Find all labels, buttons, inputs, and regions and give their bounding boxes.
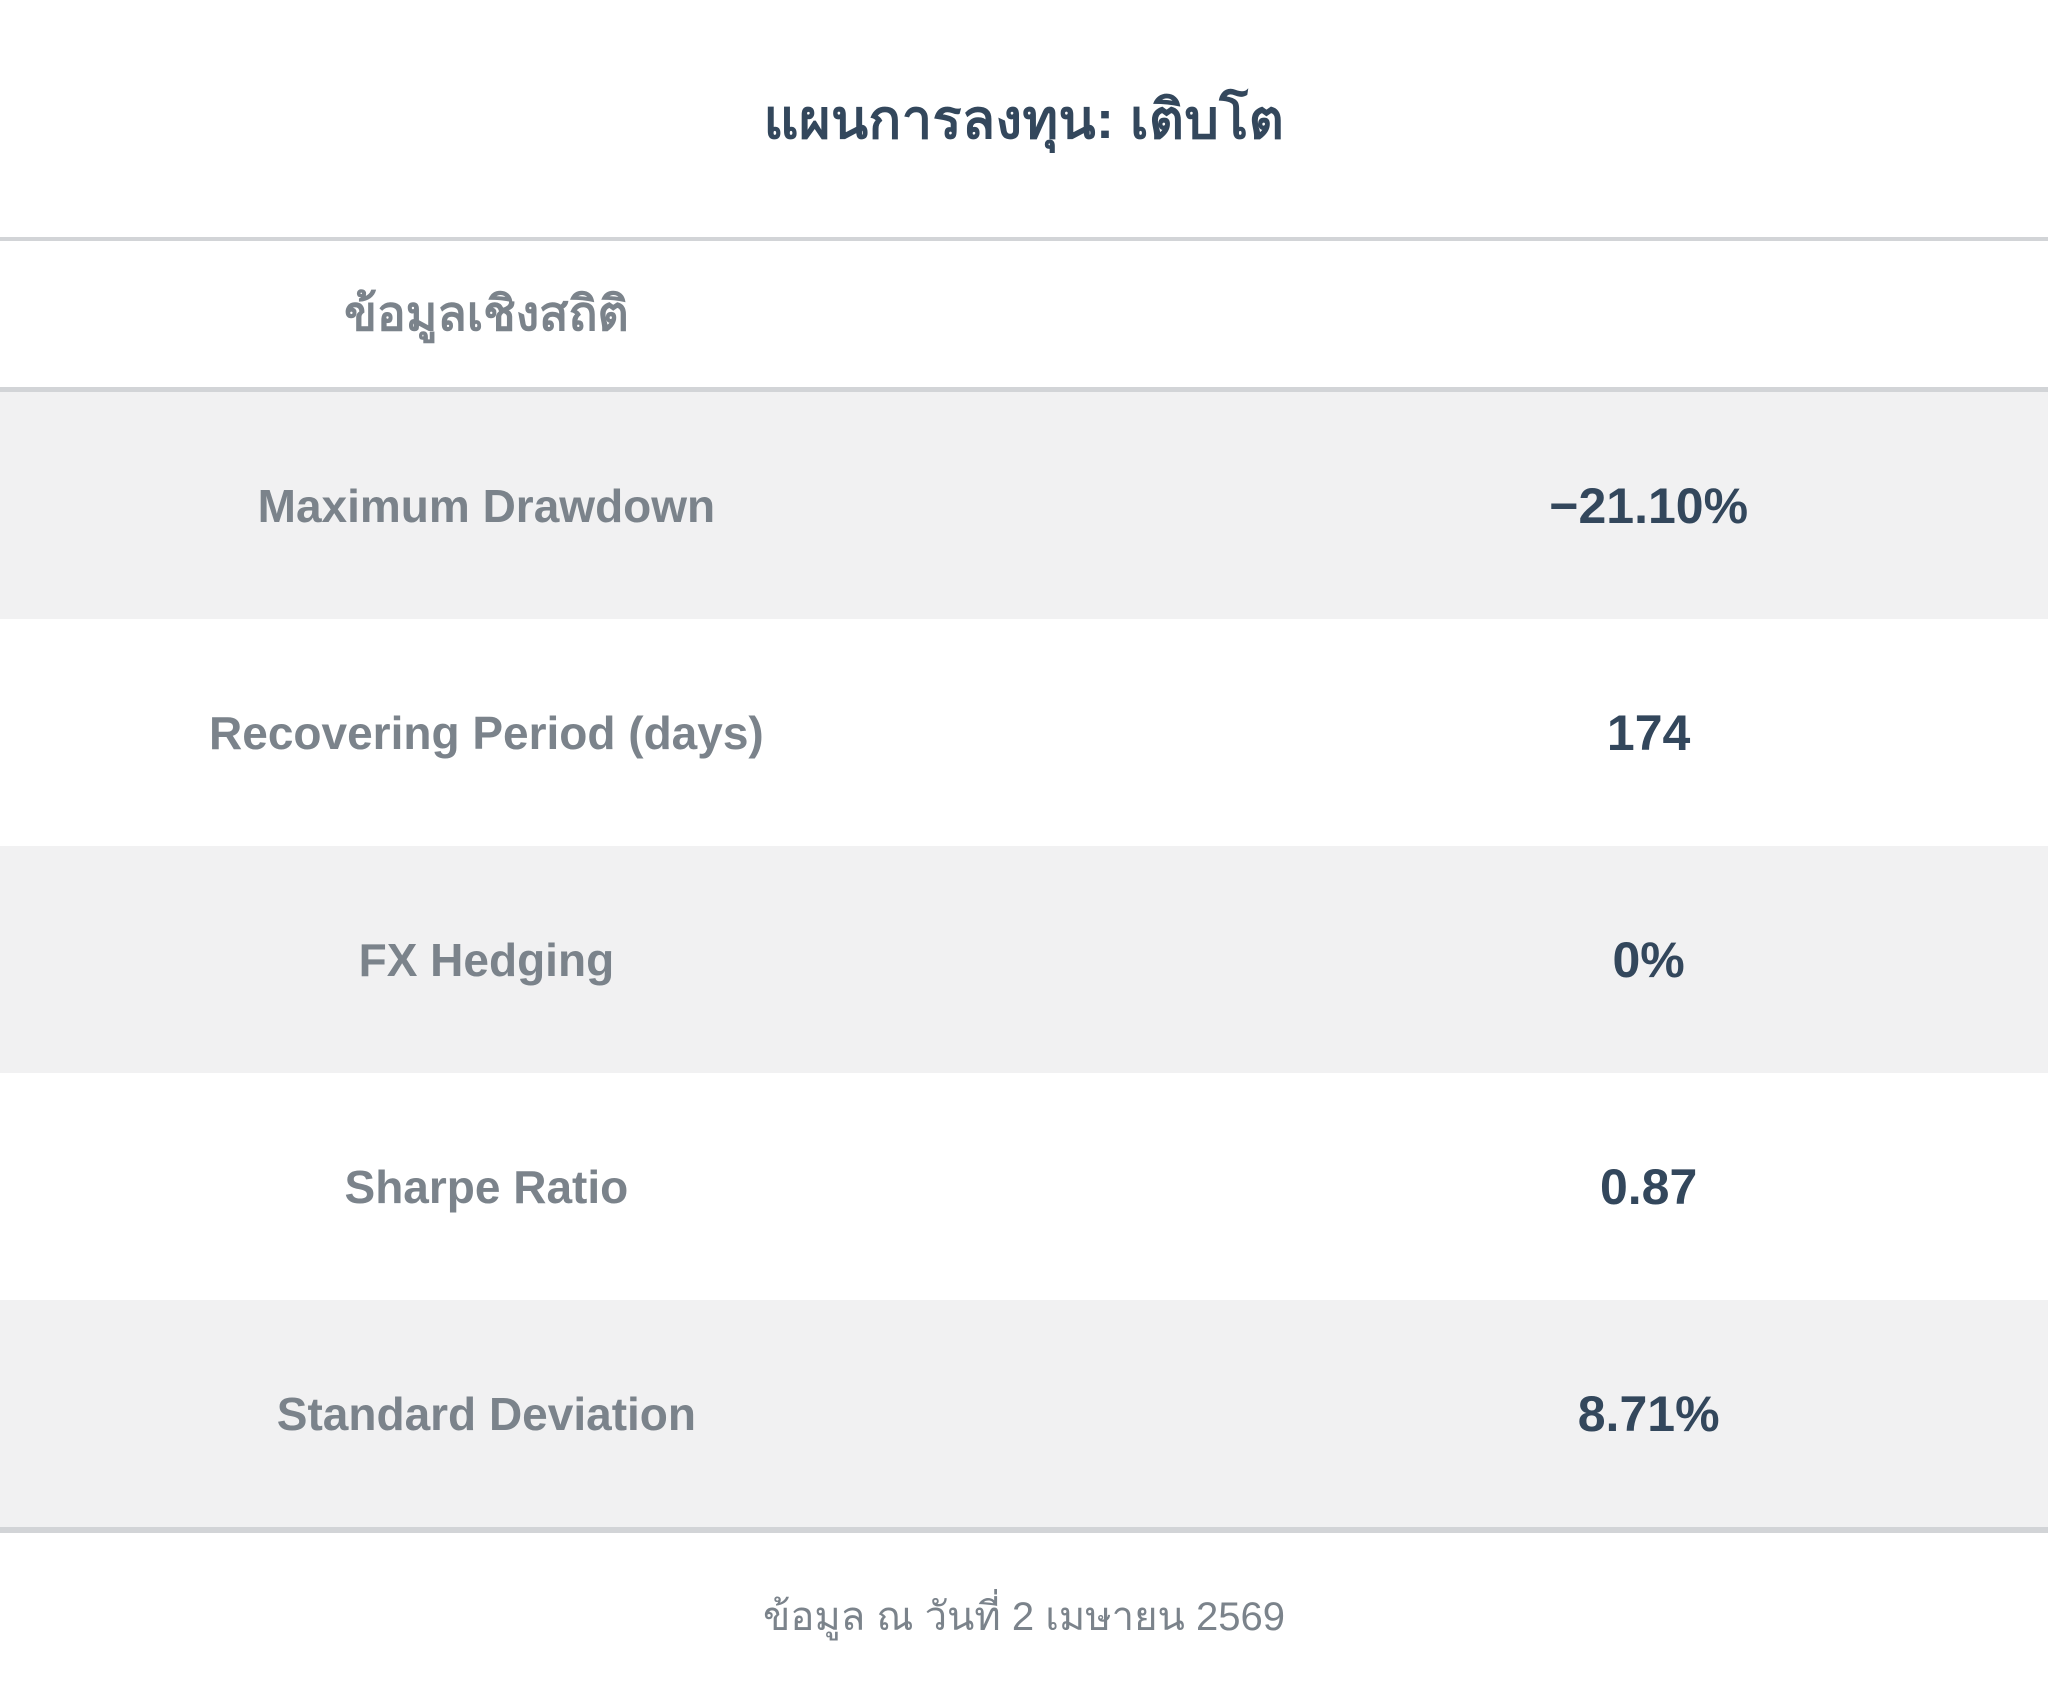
table-row: Standard Deviation 8.71% [0,1300,2048,1527]
table-row: Maximum Drawdown −21.10% [0,392,2048,619]
table-row: Recovering Period (days) 174 [0,619,2048,846]
page-footer: ข้อมูล ณ วันที่ 2 เมษายน 2569 [0,1533,2048,1684]
stat-value: 0% [1612,931,1685,988]
as-of-date-note: ข้อมูล ณ วันที่ 2 เมษายน 2569 [763,1594,1285,1639]
header-divider [0,237,2048,241]
table-row: Sharpe Ratio 0.87 [0,1073,2048,1300]
stat-label: FX Hedging [358,933,615,986]
stat-value: −21.10% [1549,477,1749,534]
table-bottom-border [0,1527,2048,1533]
stat-label: Standard Deviation [276,1387,696,1440]
stat-label: Maximum Drawdown [257,479,716,532]
table-row: FX Hedging 0% [0,846,2048,1073]
section-header-row: ข้อมูลเชิงสถิติ [0,241,2048,387]
stat-value: 0.87 [1599,1158,1698,1215]
page-title: แผนการลงทุน: เติบโต [763,89,1285,150]
stat-label: Sharpe Ratio [344,1160,629,1213]
stats-table-body: Maximum Drawdown −21.10% Recovering Peri… [0,392,2048,1527]
table-top-border [0,387,2048,392]
page-header: แผนการลงทุน: เติบโต [0,0,2048,237]
section-title: ข้อมูลเชิงสถิติ [344,288,629,341]
stat-value: 8.71% [1577,1385,1720,1442]
stat-value: 174 [1606,704,1691,761]
stat-label: Recovering Period (days) [209,706,764,759]
